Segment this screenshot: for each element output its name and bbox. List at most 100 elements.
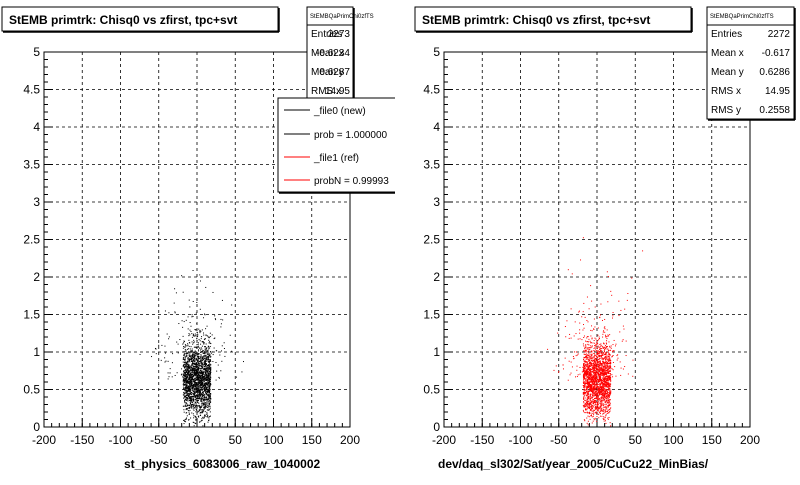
scatter-point <box>622 368 624 370</box>
scatter-point <box>204 364 206 366</box>
scatter-point <box>195 422 197 424</box>
scatter-point <box>598 350 600 352</box>
scatter-point <box>584 374 586 376</box>
scatter-point <box>593 361 595 363</box>
scatter-point <box>606 396 608 398</box>
scatter-point <box>593 381 595 383</box>
scatter-point <box>587 372 589 374</box>
scatter-point <box>584 392 586 394</box>
scatter-point <box>202 364 204 366</box>
scatter-point <box>204 367 206 369</box>
scatter-point <box>190 403 192 405</box>
scatter-point <box>591 374 593 376</box>
scatter-point <box>188 398 190 400</box>
scatter-point <box>202 356 204 358</box>
scatter-point <box>203 387 205 389</box>
scatter-point <box>601 389 603 391</box>
scatter-point <box>595 350 597 352</box>
scatter-point <box>597 371 599 373</box>
scatter-point <box>597 356 599 358</box>
scatter-point <box>605 411 607 413</box>
scatter-point <box>594 417 596 419</box>
scatter-point <box>584 420 586 422</box>
scatter-point <box>605 354 607 356</box>
scatter-point <box>196 391 198 393</box>
scatter-point <box>603 377 605 379</box>
scatter-point <box>586 391 588 393</box>
scatter-point <box>610 407 612 409</box>
scatter-point <box>193 346 195 348</box>
scatter-point <box>583 404 585 406</box>
scatter-point <box>595 387 597 389</box>
scatter-point <box>207 406 209 408</box>
scatter-point <box>207 409 209 411</box>
scatter-point <box>624 366 626 368</box>
scatter-point <box>602 389 604 391</box>
scatter-point <box>200 368 202 370</box>
scatter-point <box>194 393 196 395</box>
scatter-point <box>585 402 587 404</box>
scatter-point <box>584 351 586 353</box>
scatter-point <box>602 405 604 407</box>
scatter-point <box>576 354 578 356</box>
scatter-point <box>579 322 581 324</box>
scatter-point <box>186 377 188 379</box>
scatter-point <box>597 396 599 398</box>
scatter-point <box>209 342 211 344</box>
scatter-point <box>604 391 606 393</box>
scatter-point <box>188 387 190 389</box>
scatter-point <box>598 365 600 367</box>
scatter-point <box>202 369 204 371</box>
scatter-point <box>593 393 595 395</box>
scatter-point <box>189 386 191 388</box>
scatter-point <box>617 354 619 356</box>
scatter-point <box>609 359 611 361</box>
scatter-point <box>592 399 594 401</box>
scatter-point <box>608 394 610 396</box>
scatter-point <box>184 398 186 400</box>
scatter-point <box>604 403 606 405</box>
scatter-point <box>586 362 588 364</box>
scatter-point <box>591 330 593 332</box>
scatter-point <box>587 364 589 366</box>
scatter-point <box>206 368 208 370</box>
scatter-point <box>205 382 207 384</box>
scatter-point <box>191 390 193 392</box>
scatter-point <box>196 360 198 362</box>
scatter-point <box>589 418 591 420</box>
scatter-point <box>592 396 594 398</box>
scatter-point <box>609 391 611 393</box>
scatter-point <box>209 396 211 398</box>
scatter-point <box>197 384 199 386</box>
scatter-point <box>591 408 593 410</box>
scatter-point <box>207 378 209 380</box>
scatter-point <box>601 348 603 350</box>
scatter-point <box>199 369 201 371</box>
scatter-point <box>195 347 197 349</box>
scatter-point <box>604 409 606 411</box>
scatter-point <box>186 396 188 398</box>
scatter-point <box>183 321 185 323</box>
scatter-point <box>198 362 200 364</box>
scatter-point <box>575 333 577 335</box>
scatter-point <box>600 357 602 359</box>
scatter-point <box>583 356 585 358</box>
scatter-point <box>579 329 581 331</box>
scatter-point <box>607 412 609 414</box>
scatter-point <box>589 403 591 405</box>
scatter-point <box>579 366 581 368</box>
scatter-point <box>605 358 607 360</box>
scatter-point <box>600 400 602 402</box>
scatter-point <box>189 393 191 395</box>
scatter-point <box>588 397 590 399</box>
scatter-point <box>594 403 596 405</box>
scatter-point <box>202 375 204 377</box>
scatter-point <box>182 405 184 407</box>
scatter-point <box>192 365 194 367</box>
scatter-point <box>192 375 194 377</box>
scatter-point <box>196 370 198 372</box>
scatter-point <box>184 369 186 371</box>
scatter-point <box>589 399 591 401</box>
scatter-point <box>209 395 211 397</box>
scatter-point <box>190 370 192 372</box>
